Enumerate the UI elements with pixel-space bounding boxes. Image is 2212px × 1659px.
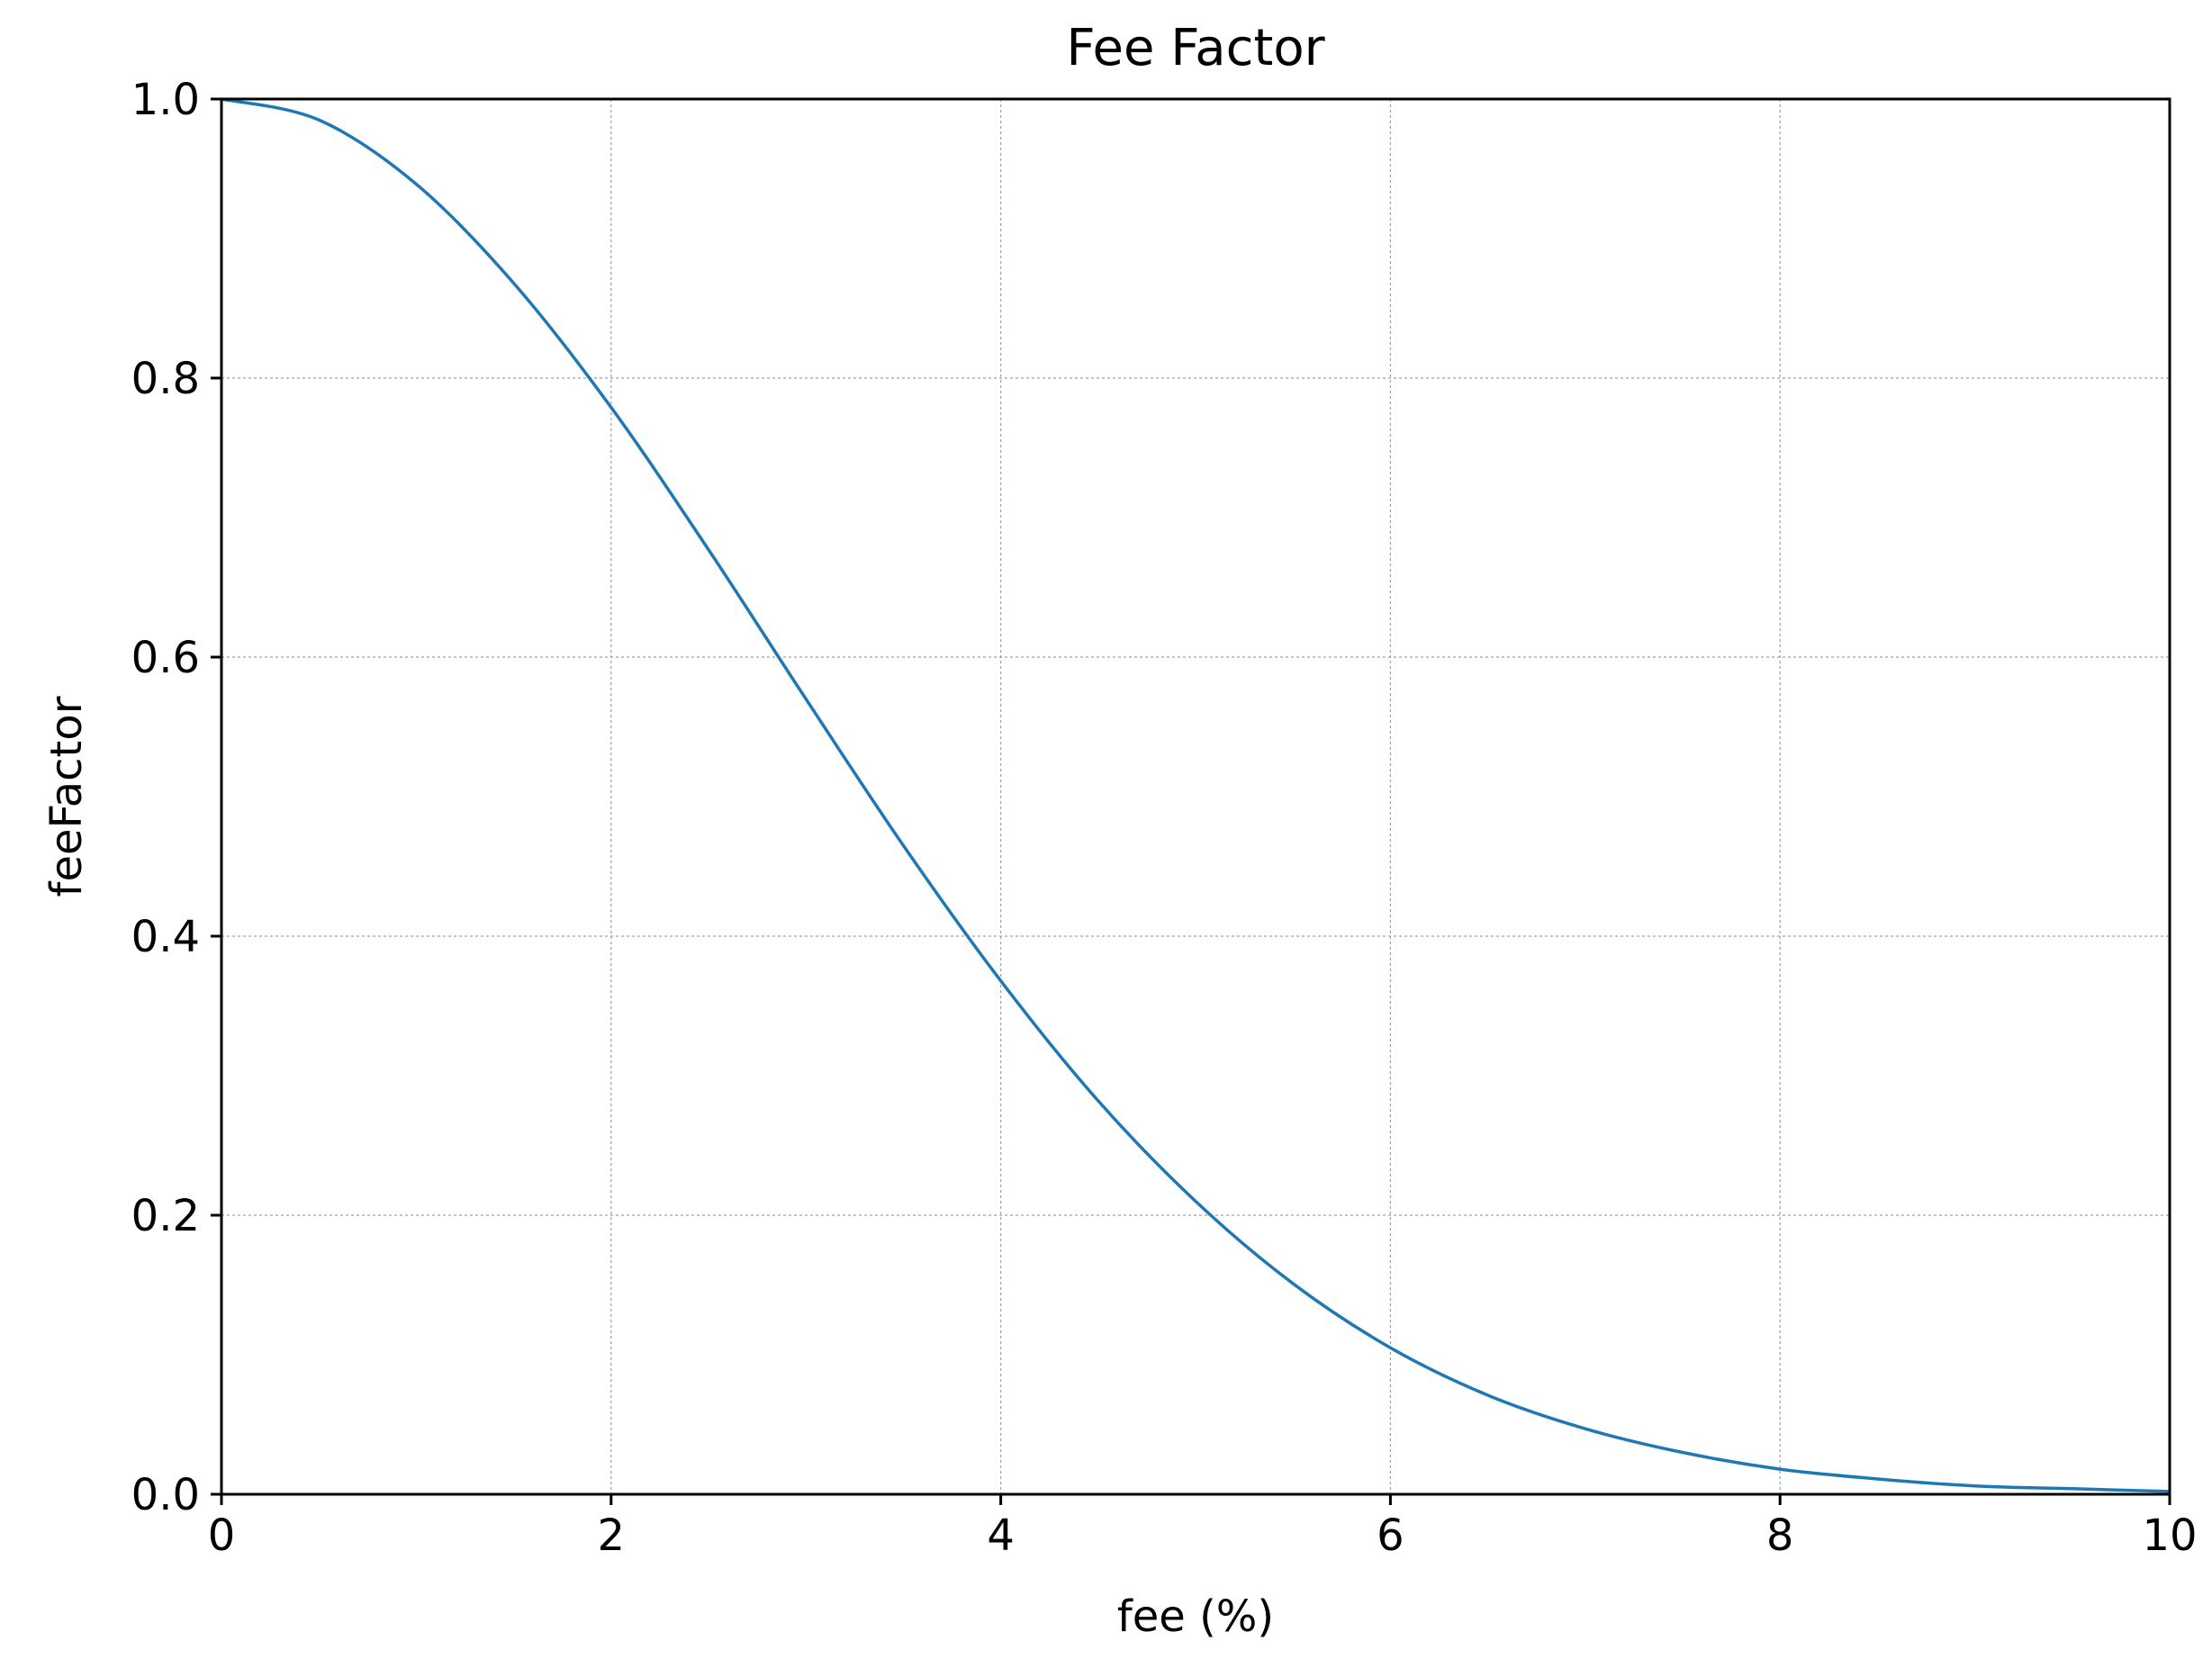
series-line-0 [221,97,2171,1493]
y-tick-label: 0.0 [131,1470,200,1520]
y-tick-label: 0.4 [131,912,200,962]
x-tick-label: 8 [1766,1510,1794,1561]
plot-frame [220,97,2171,1496]
series-layer [221,97,2171,1493]
y-tick-label: 0.6 [131,633,200,683]
x-axis-label: fee (%) [1117,1591,1274,1642]
y-tick-label: 0.8 [131,354,200,404]
y-tick-label: 0.2 [131,1191,200,1241]
chart-title: Fee Factor [1066,19,1325,77]
x-tick-label: 10 [2142,1510,2197,1561]
x-tick-label: 6 [1377,1510,1404,1561]
x-tick-label: 4 [987,1510,1015,1561]
y-axis-label: feeFactor [41,696,92,897]
x-tick-label: 2 [598,1510,626,1561]
y-tick-label: 1.0 [131,75,200,125]
grid-lines [221,99,2170,1494]
axis-ticks: 0 2 4 6 8 10 0.0 0.2 0.4 0.6 0.8 1.0 [131,75,2198,1561]
x-tick-label: 0 [208,1510,236,1561]
